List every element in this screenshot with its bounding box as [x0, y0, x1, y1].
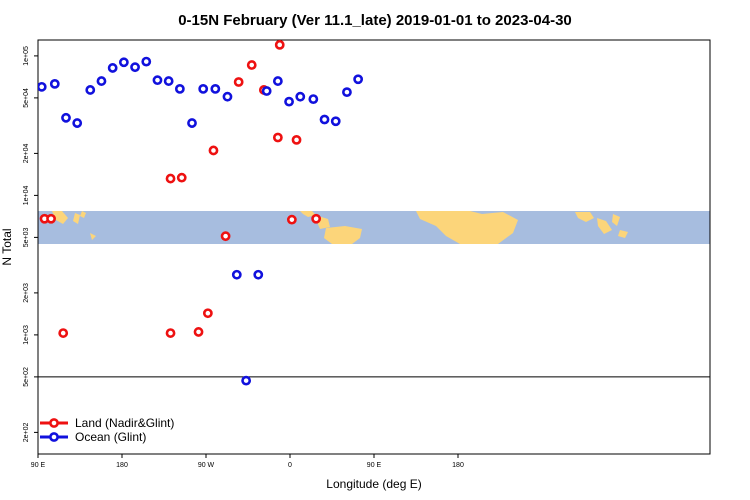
y-tick-label-1: 5e+02 — [23, 367, 30, 387]
ocean-point-2 — [61, 112, 71, 123]
ocean-point-3 — [72, 118, 83, 128]
ocean-point-21 — [272, 76, 283, 86]
x-tick-label-1: 180 — [116, 462, 128, 469]
land-point-8 — [208, 145, 219, 156]
x-tick-label-4: 90 E — [367, 462, 382, 469]
ocean-point-6 — [107, 63, 118, 73]
ocean-point-12 — [174, 83, 185, 94]
y-axis-label: N Total — [0, 228, 14, 265]
ocean-point-26 — [330, 116, 341, 127]
ocean-point-10 — [152, 75, 163, 86]
ocean-point-5 — [96, 76, 107, 86]
land-point-4 — [165, 328, 176, 338]
land-point-13 — [272, 132, 283, 143]
y-tick-label-4: 5e+03 — [23, 227, 30, 247]
ocean-point-13 — [187, 118, 197, 128]
y-tick-label-8: 1e+05 — [23, 46, 30, 66]
y-tick-label-6: 2e+04 — [23, 143, 30, 163]
ocean-point-7 — [118, 57, 129, 68]
map-band — [38, 211, 710, 244]
chart-title: 0-15N February (Ver 11.1_late) 2019-01-0… — [178, 12, 572, 29]
land-point-9 — [220, 231, 231, 242]
land-point-15 — [291, 134, 302, 145]
ocean-point-25 — [319, 114, 330, 125]
ocean-point-0 — [38, 81, 47, 92]
legend-item-land: Land (Nadir&Glint) — [40, 416, 174, 430]
ocean-point-16 — [222, 91, 233, 102]
ocean-band — [38, 211, 710, 244]
land-point-17 — [311, 213, 322, 224]
plot-frame — [37, 39, 711, 455]
legend-marker-ocean — [49, 432, 59, 442]
ocean-point-24 — [308, 94, 319, 105]
ocean-point-15 — [210, 83, 221, 94]
y-tick-label-5: 1e+04 — [23, 185, 30, 205]
land-point-7 — [202, 308, 213, 319]
ocean-point-19 — [253, 269, 264, 280]
ocean-point-14 — [198, 83, 209, 94]
land-point-10 — [233, 77, 244, 87]
legend-item-ocean: Ocean (Glint) — [40, 430, 146, 444]
y-tick-label-2: 1e+03 — [23, 325, 30, 345]
data-points — [38, 40, 364, 386]
ocean-point-22 — [284, 96, 294, 107]
ocean-point-11 — [163, 76, 174, 86]
land-point-3 — [165, 173, 176, 184]
ocean-point-18 — [241, 375, 252, 386]
ocean-point-9 — [141, 56, 152, 67]
land-point-5 — [176, 172, 187, 183]
ocean-point-8 — [130, 62, 140, 73]
land-point-1 — [46, 213, 56, 224]
land-point-14 — [274, 40, 285, 50]
x-tick-label-5: 180 — [452, 462, 464, 469]
ocean-point-27 — [342, 87, 352, 98]
land-point-11 — [246, 60, 257, 70]
ocean-point-4 — [85, 85, 96, 95]
x-axis-label: Longitude (deg E) — [326, 477, 421, 491]
y-tick-label-3: 2e+03 — [23, 283, 30, 303]
x-tick-label-3: 0 — [288, 462, 292, 469]
x-tick-label-2: 90 W — [198, 462, 215, 469]
y-tick-label-0: 2e+02 — [23, 422, 30, 442]
legend-marker-land — [49, 418, 59, 428]
x-tick-label-0: 90 E — [31, 462, 46, 469]
legend-label-ocean: Ocean (Glint) — [75, 430, 146, 444]
land-point-2 — [58, 328, 69, 338]
ocean-point-17 — [231, 269, 242, 280]
land-point-16 — [286, 214, 297, 225]
x-axis: 90 E 180 90 W 0 90 E 180 — [31, 454, 464, 469]
land-point-6 — [193, 327, 204, 337]
land-shapes — [52, 211, 628, 244]
legend: Land (Nadir&Glint) Ocean (Glint) — [40, 416, 174, 444]
y-axis: 2e+02 5e+02 1e+03 2e+03 5e+03 1e+04 2e+04 5e+04… — [23, 46, 38, 442]
legend-label-land: Land (Nadir&Glint) — [75, 416, 174, 430]
ocean-point-28 — [353, 74, 364, 85]
y-tick-label-7: 5e+04 — [23, 88, 30, 108]
ocean-point-20 — [261, 86, 272, 96]
ocean-point-23 — [295, 91, 306, 102]
ocean-point-1 — [49, 78, 60, 89]
